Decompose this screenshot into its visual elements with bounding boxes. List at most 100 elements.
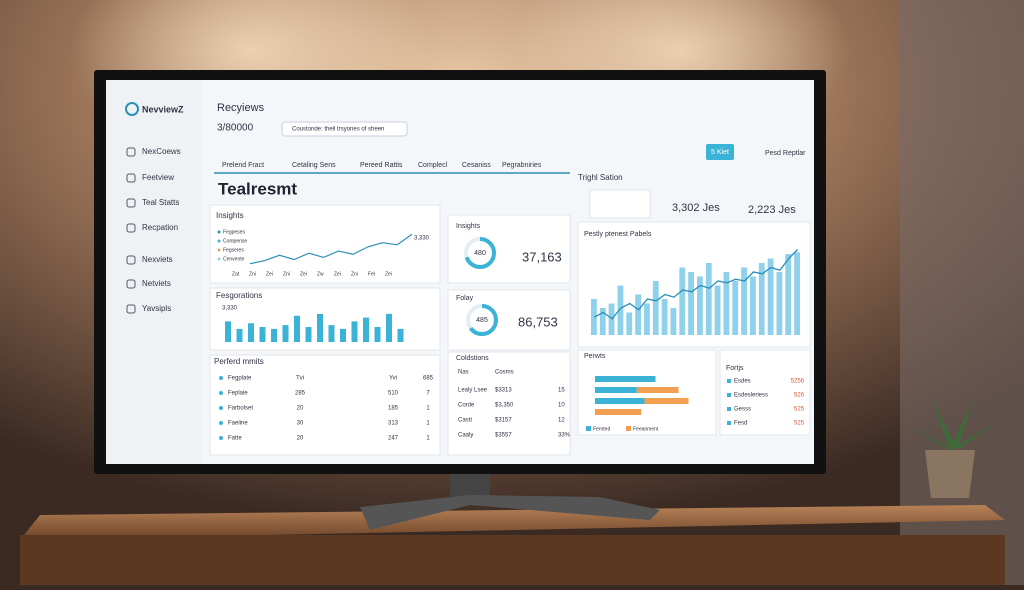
nav-item[interactable]: NexCoews	[142, 147, 181, 156]
big-value: 37,163	[522, 249, 562, 264]
panel-title: Insights	[216, 211, 244, 220]
x-label: Zei	[266, 271, 273, 277]
item-icon	[727, 421, 731, 425]
bar	[767, 258, 774, 335]
panel-title: Perferd mmits	[214, 357, 264, 366]
nav-icon	[126, 198, 136, 208]
h-bar	[595, 376, 656, 382]
bar	[294, 315, 300, 342]
nav-item[interactable]: Teal Statts	[142, 198, 179, 207]
bar	[697, 276, 703, 335]
cell: Tvi	[296, 376, 304, 382]
bar	[670, 308, 677, 335]
bar	[317, 313, 323, 342]
bar	[591, 299, 597, 335]
panel	[719, 349, 811, 436]
tab[interactable]: Cesaniss	[462, 162, 491, 169]
panel-title: Folay	[456, 295, 474, 302]
item-value: 525	[794, 407, 805, 413]
x-label: Zw	[317, 271, 324, 277]
cell: 7	[426, 391, 430, 397]
big-value: 86,753	[518, 314, 558, 329]
bar	[776, 272, 783, 335]
bar	[661, 299, 668, 335]
cell: Castt	[458, 418, 472, 424]
search[interactable]: 3/80000	[217, 123, 254, 134]
cell: 247	[388, 436, 399, 442]
bar	[617, 285, 624, 335]
legend-item: Feeanment	[633, 426, 659, 432]
tab[interactable]: Pereed Rattis	[360, 162, 403, 169]
row-icon	[219, 391, 223, 395]
cell: $3557	[495, 433, 512, 439]
bar	[248, 323, 254, 342]
bar	[225, 321, 231, 342]
button-label[interactable]: 5 Kiet	[711, 149, 729, 156]
account[interactable]: Pesd Reptlar	[765, 150, 806, 157]
cell: $3313	[495, 388, 512, 394]
bar	[644, 303, 650, 335]
bar	[679, 267, 686, 335]
cell: 1	[426, 421, 430, 427]
item-icon	[727, 407, 731, 411]
bar	[723, 272, 730, 335]
donut-label: 480	[474, 250, 486, 257]
cell: Yvi	[389, 376, 397, 382]
tab[interactable]: Pegrabniries	[502, 162, 542, 169]
item-name: Fesd	[734, 421, 747, 427]
item-value: 526	[794, 393, 805, 399]
item-name: Esdesleriess	[734, 393, 768, 399]
item-icon	[727, 379, 731, 383]
logo	[125, 102, 139, 116]
cell: 1	[426, 436, 430, 442]
stat-card	[589, 189, 651, 219]
bar	[386, 313, 392, 342]
nav-item[interactable]: Yavsipls	[142, 304, 171, 313]
button[interactable]	[706, 144, 734, 160]
panel	[447, 351, 571, 456]
bar	[328, 325, 335, 342]
nav-item[interactable]: Recpation	[142, 223, 178, 232]
value: 3,330	[222, 306, 238, 312]
panel-title: Insights	[456, 223, 481, 230]
tab[interactable]: Complecl	[418, 162, 448, 169]
cell: Faeline	[228, 421, 248, 427]
bar	[688, 272, 694, 335]
item-value: 525	[794, 421, 805, 427]
stat: 3,302 Jes	[672, 202, 720, 214]
bar	[714, 285, 721, 335]
cell: 285	[295, 391, 306, 397]
legend-dot	[217, 257, 221, 261]
cell: Corde	[458, 403, 475, 409]
item-value: 5256	[791, 379, 805, 385]
legend-item: Fegpeses	[223, 229, 245, 235]
tab[interactable]: Cetaling Sens	[292, 162, 336, 169]
row-icon	[219, 436, 223, 440]
bar	[741, 267, 747, 335]
item-name: Esdes	[734, 379, 751, 385]
legend-item: Fegseres	[223, 247, 244, 253]
panel-title: Fortjs	[726, 365, 744, 372]
x-label: Zni	[249, 271, 256, 277]
bar	[259, 327, 266, 342]
cell: 313	[388, 421, 399, 427]
filter-box[interactable]	[281, 121, 408, 137]
nav-item[interactable]: Feetview	[142, 173, 174, 182]
section-title: Trighl Sation	[578, 173, 623, 182]
panel-title: Perwts	[584, 353, 606, 360]
plant	[905, 395, 1000, 450]
cell: 185	[388, 406, 399, 412]
nav-item[interactable]: Nexviets	[142, 255, 173, 264]
tab[interactable]: Prelend Fract	[222, 162, 264, 169]
nav-item[interactable]: Netviets	[142, 279, 171, 288]
panel-title: Pestly ptenest Pabels	[584, 231, 652, 238]
brand: NevviewZ	[142, 104, 184, 114]
line	[594, 249, 799, 320]
bar	[626, 312, 633, 335]
cell: Fatte	[228, 436, 242, 442]
row-icon	[219, 421, 223, 425]
panel-title: Fesgorations	[216, 291, 262, 300]
cell: 20	[297, 406, 304, 412]
filter[interactable]: Coustonde: theil trsyones of sheen	[292, 127, 384, 133]
